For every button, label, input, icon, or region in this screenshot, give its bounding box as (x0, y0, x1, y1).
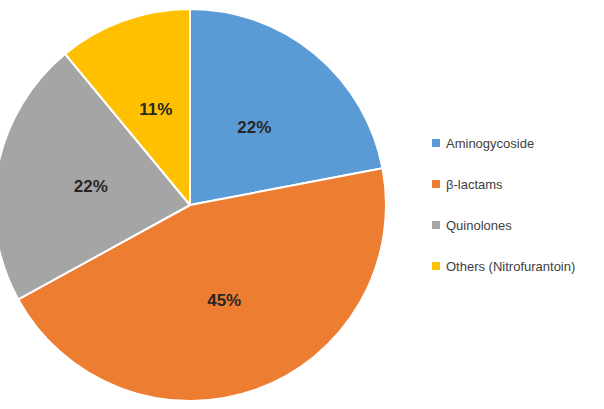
svg-text:22%: 22% (74, 177, 108, 196)
svg-text:11%: 11% (139, 100, 172, 119)
svg-text:Aminogycoside: Aminogycoside (446, 136, 534, 151)
svg-text:45%: 45% (207, 291, 241, 310)
svg-text:β-lactams: β-lactams (446, 177, 503, 192)
svg-text:22%: 22% (237, 118, 271, 137)
svg-text:Quinolones: Quinolones (446, 218, 512, 233)
svg-text:Others (Nitrofurantoin): Others (Nitrofurantoin) (446, 259, 575, 274)
